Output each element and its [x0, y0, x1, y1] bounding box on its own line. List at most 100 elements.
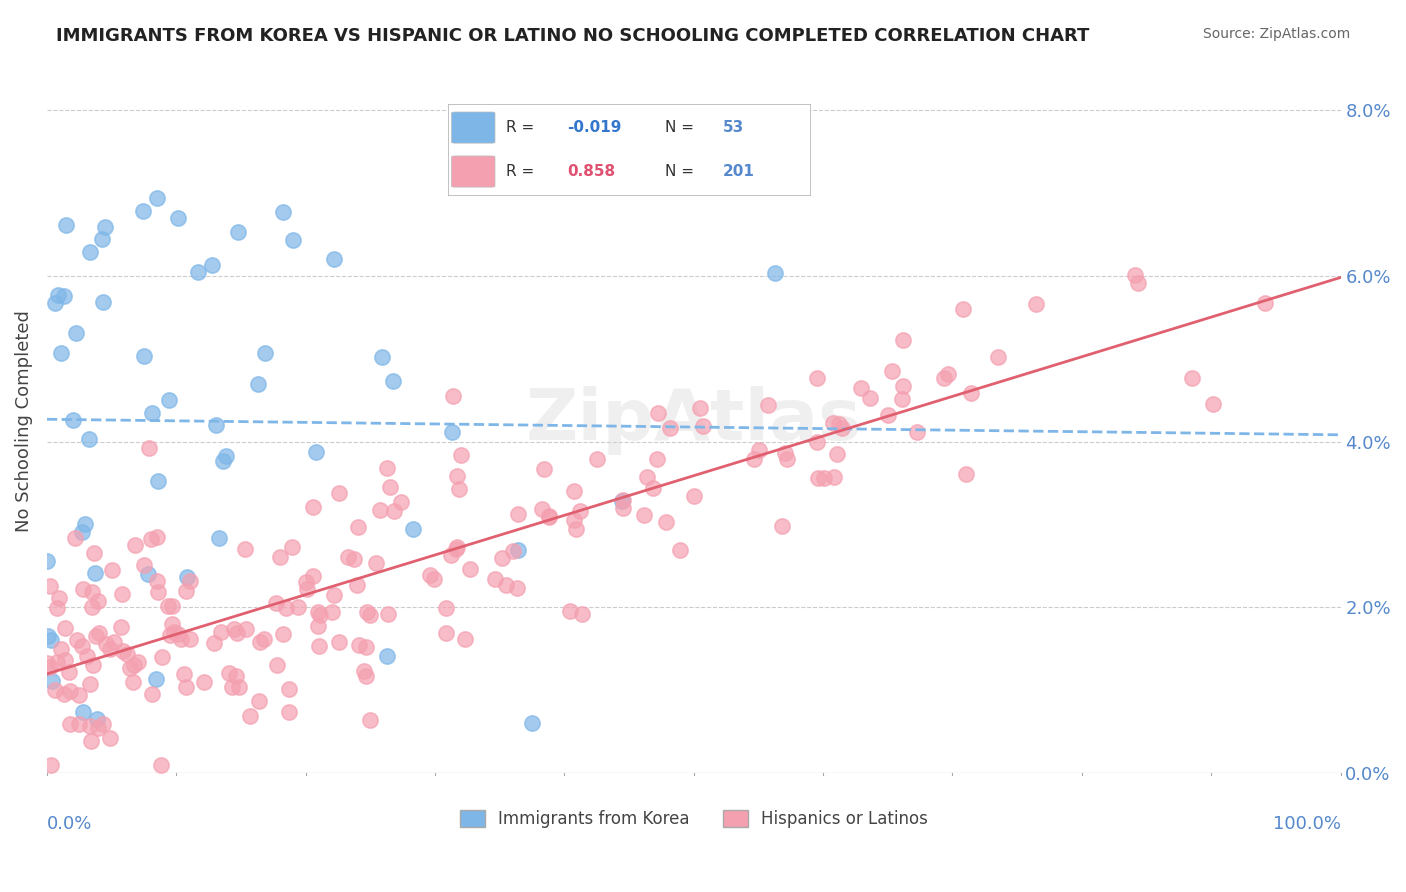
- Point: [82, 658, 104, 673]
- Point: [281, 233, 304, 247]
- Point: [610, 494, 633, 508]
- Point: [441, 389, 464, 403]
- Point: [179, 574, 201, 588]
- Point: [533, 462, 555, 476]
- Point: [328, 635, 350, 649]
- Text: ZipAtlas: ZipAtlas: [526, 386, 862, 455]
- Point: [91, 232, 114, 246]
- Point: [277, 681, 299, 696]
- Point: [67, 717, 90, 731]
- Point: [612, 493, 634, 508]
- Point: [86, 712, 108, 726]
- Point: [823, 416, 845, 430]
- Point: [423, 573, 446, 587]
- Point: [138, 442, 160, 456]
- Point: [877, 408, 900, 422]
- Point: [201, 258, 224, 272]
- Point: [484, 572, 506, 586]
- Point: [347, 519, 370, 533]
- Point: [346, 577, 368, 591]
- Point: [353, 664, 375, 678]
- Point: [211, 454, 233, 468]
- Point: [932, 371, 955, 385]
- Point: [1202, 397, 1225, 411]
- Point: [647, 406, 669, 420]
- Point: [952, 301, 974, 316]
- Point: [562, 513, 585, 527]
- Point: [447, 482, 470, 496]
- Point: [141, 532, 163, 546]
- Point: [364, 556, 387, 570]
- Point: [987, 350, 1010, 364]
- Point: [586, 451, 609, 466]
- Point: [1125, 268, 1147, 282]
- Point: [45, 655, 67, 669]
- Point: [152, 649, 174, 664]
- Point: [266, 658, 288, 673]
- Point: [58, 665, 80, 680]
- Point: [39, 579, 62, 593]
- Point: [434, 601, 457, 615]
- Point: [157, 393, 180, 408]
- Point: [253, 346, 276, 360]
- Point: [53, 687, 76, 701]
- Point: [381, 375, 404, 389]
- Point: [79, 734, 101, 748]
- Point: [612, 501, 634, 516]
- Point: [502, 544, 524, 558]
- Point: [39, 660, 62, 674]
- Point: [763, 266, 786, 280]
- Point: [160, 599, 183, 613]
- Point: [633, 508, 655, 522]
- Point: [35, 554, 58, 568]
- Point: [356, 640, 378, 654]
- Point: [110, 587, 132, 601]
- Point: [1254, 296, 1277, 310]
- Point: [174, 680, 197, 694]
- Point: [96, 637, 118, 651]
- Point: [83, 546, 105, 560]
- Point: [132, 203, 155, 218]
- Point: [44, 683, 66, 698]
- Point: [446, 469, 468, 483]
- Point: [37, 657, 59, 671]
- Point: [73, 517, 96, 532]
- Point: [226, 225, 249, 239]
- Point: [309, 608, 332, 623]
- Point: [67, 688, 90, 702]
- Point: [1126, 277, 1149, 291]
- Point: [568, 504, 591, 518]
- Point: [173, 666, 195, 681]
- Point: [377, 607, 399, 622]
- Point: [337, 549, 360, 564]
- Point: [440, 425, 463, 439]
- Point: [253, 632, 276, 647]
- Point: [692, 419, 714, 434]
- Point: [76, 649, 98, 664]
- Point: [221, 681, 243, 695]
- Point: [643, 481, 665, 495]
- Point: [136, 566, 159, 581]
- Point: [79, 245, 101, 260]
- Point: [328, 485, 350, 500]
- Point: [222, 622, 245, 636]
- Point: [132, 349, 155, 363]
- Point: [225, 626, 247, 640]
- Point: [668, 542, 690, 557]
- Point: [450, 448, 472, 462]
- Point: [141, 687, 163, 701]
- Point: [506, 507, 529, 521]
- Point: [41, 633, 63, 648]
- Point: [806, 435, 828, 450]
- Point: [170, 632, 193, 646]
- Point: [323, 588, 346, 602]
- Point: [682, 489, 704, 503]
- Point: [960, 386, 983, 401]
- Point: [274, 601, 297, 615]
- Point: [305, 445, 328, 459]
- Point: [167, 211, 190, 225]
- Point: [103, 635, 125, 649]
- Point: [49, 642, 72, 657]
- Point: [321, 605, 343, 619]
- Point: [41, 674, 63, 689]
